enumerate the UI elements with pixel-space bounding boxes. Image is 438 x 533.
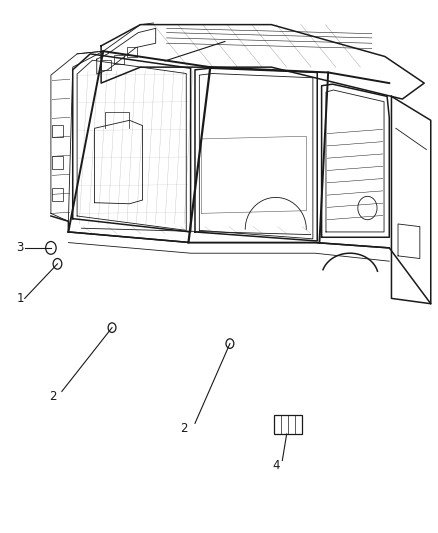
Text: 2: 2 xyxy=(49,390,57,403)
Bar xyxy=(52,157,63,169)
Bar xyxy=(52,125,63,138)
Bar xyxy=(52,188,63,201)
Bar xyxy=(101,60,111,70)
Bar xyxy=(114,55,124,64)
Text: 3: 3 xyxy=(17,241,24,254)
Text: 1: 1 xyxy=(17,292,24,305)
Text: 2: 2 xyxy=(180,422,188,435)
Text: 4: 4 xyxy=(272,459,279,472)
Bar xyxy=(274,415,302,434)
Bar xyxy=(127,47,137,56)
